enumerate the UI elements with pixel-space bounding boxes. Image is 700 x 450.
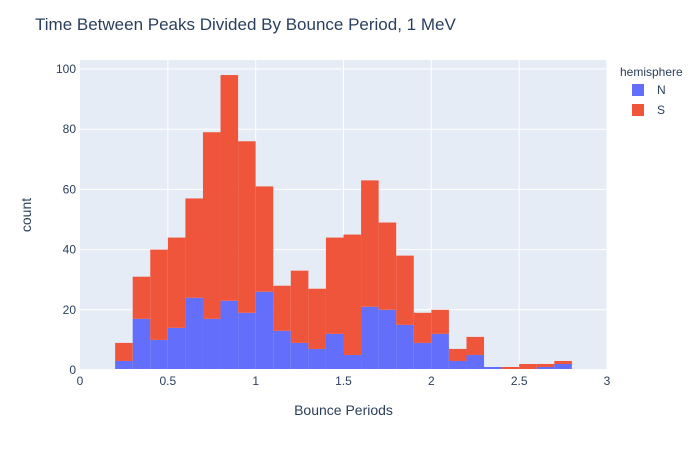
- legend: hemisphere NS: [620, 65, 683, 117]
- bar-n-11: [308, 348, 326, 370]
- x-tick-label: 1: [252, 374, 259, 388]
- bar-s-11: [308, 288, 326, 349]
- bar-n-18: [431, 333, 449, 370]
- bar-n-20: [466, 354, 485, 370]
- x-tick-label: 0.5: [159, 374, 176, 388]
- y-tick-label: 80: [63, 122, 77, 136]
- legend-swatch-n: [632, 84, 644, 96]
- y-tick-label: 100: [56, 62, 76, 76]
- bar-n-8: [255, 291, 274, 370]
- bar-n-1: [132, 318, 151, 370]
- bar-s-5: [202, 132, 221, 319]
- bar-n-19: [448, 360, 467, 370]
- bar-n-4: [185, 297, 203, 370]
- legend-label-n: N: [657, 83, 666, 97]
- y-axis-title: count: [18, 198, 34, 232]
- x-tick-label: 2.5: [511, 374, 528, 388]
- bar-n-24: [536, 366, 555, 370]
- bar-n-15: [378, 309, 397, 370]
- bar-s-22: [501, 366, 520, 370]
- bar-n-9: [273, 330, 291, 370]
- bar-s-1: [132, 276, 151, 319]
- bar-n-25: [554, 363, 572, 370]
- x-axis-title: Bounce Periods: [294, 402, 393, 418]
- bar-s-14: [361, 180, 379, 307]
- bar-s-17: [413, 312, 432, 343]
- chart-title: Time Between Peaks Divided By Bounce Per…: [35, 15, 456, 34]
- bar-s-24: [536, 363, 555, 367]
- bar-s-16: [396, 255, 414, 325]
- bar-s-7: [238, 141, 256, 313]
- bar-n-16: [396, 324, 414, 370]
- bar-s-6: [220, 75, 239, 301]
- bar-n-7: [238, 312, 256, 370]
- bar-n-0: [115, 360, 133, 370]
- bar-s-18: [431, 309, 449, 334]
- y-tick-label: 0: [69, 363, 76, 377]
- bar-s-15: [378, 222, 397, 310]
- bar-s-13: [343, 234, 362, 355]
- bar-s-4: [185, 198, 203, 298]
- ticks: 0 0.5 1 1.5 2 2.5 3 0 20 40 60 80 100: [56, 62, 611, 388]
- bar-s-3: [167, 237, 186, 328]
- bar-s-20: [466, 336, 485, 355]
- bar-s-10: [290, 270, 309, 343]
- bar-n-10: [290, 342, 309, 370]
- legend-label-s: S: [657, 103, 665, 117]
- bar-s-8: [255, 186, 274, 292]
- bar-s-0: [115, 342, 133, 361]
- bar-s-25: [554, 360, 572, 364]
- y-tick-label: 20: [63, 303, 77, 317]
- bar-s-23: [519, 363, 537, 370]
- legend-swatch-s: [632, 104, 644, 116]
- x-tick-label: 2: [428, 374, 435, 388]
- bar-s-2: [150, 249, 168, 340]
- bar-s-9: [273, 285, 291, 331]
- y-tick-label: 40: [63, 243, 77, 257]
- x-tick-label: 3: [604, 374, 611, 388]
- bar-n-3: [167, 327, 186, 370]
- bar-n-14: [361, 306, 379, 370]
- x-tick-label: 1.5: [335, 374, 352, 388]
- bar-s-12: [325, 237, 344, 334]
- bar-n-17: [413, 342, 432, 370]
- bar-n-5: [202, 318, 221, 370]
- bar-n-21: [484, 366, 502, 370]
- legend-items: NS: [632, 83, 666, 117]
- legend-title: hemisphere: [620, 65, 683, 79]
- y-tick-label: 60: [63, 182, 77, 196]
- bar-n-13: [343, 354, 362, 370]
- bar-n-6: [220, 300, 239, 370]
- bars: [115, 75, 572, 370]
- x-tick-label: 0: [77, 374, 84, 388]
- bar-n-2: [150, 339, 168, 370]
- bar-s-19: [448, 348, 467, 361]
- bar-n-12: [325, 333, 344, 370]
